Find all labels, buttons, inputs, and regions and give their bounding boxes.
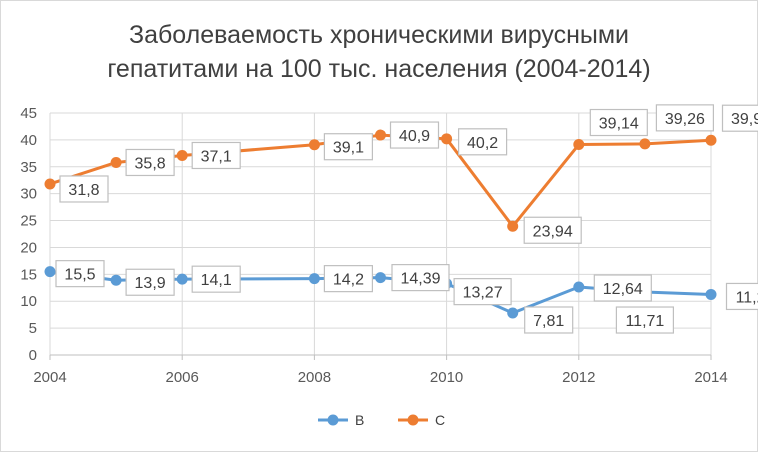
data-label-box-C-2004: [59, 175, 109, 203]
point-C-2004: [44, 178, 56, 190]
data-label-box-C-2010: [458, 128, 508, 156]
point-B-2014: [705, 288, 717, 300]
x-tick-label-2004: 2004: [33, 369, 66, 386]
legend-marker-C: [407, 414, 419, 426]
data-label-C-2008: 39,1: [333, 140, 364, 157]
chart-title: Заболеваемость хроническими вирусными ге…: [0, 18, 758, 86]
y-tick-label-10: 10: [20, 293, 37, 310]
axes: 0 5 10 15 20 25 30 35 40 45 2004 2006 2008 2010 2012 20…: [20, 105, 727, 386]
point-C-2008: [308, 139, 320, 151]
legend-label-C: C: [435, 412, 445, 428]
data-label-box-B-2009: [391, 264, 450, 292]
point-C-2012: [573, 139, 585, 151]
data-label-box-B-2006: [191, 265, 241, 293]
data-label-box-C-2006: [191, 141, 241, 170]
data-label-B-2004: 15,5: [64, 267, 95, 284]
data-label-box-B-2005: [125, 268, 175, 296]
y-tick-label-15: 15: [20, 266, 37, 283]
point-B-2009: [375, 272, 386, 284]
series-line-C: [48, 133, 713, 228]
data-label-C-2004: 31,8: [68, 182, 99, 199]
data-label-C-2014: 39,94: [731, 111, 758, 128]
point-B-2011: [507, 307, 519, 319]
x-tick-label-2014: 2014: [694, 369, 727, 386]
data-label-C-2009: 40,9: [399, 128, 430, 145]
data-label-box-C-2014: [721, 104, 758, 132]
point-C-2009: [375, 129, 386, 141]
chart-title-line-1: Заболеваемость хроническими вирусными: [128, 21, 629, 49]
data-label-B-2014: 11,26: [736, 289, 758, 306]
x-tick-label-2010: 2010: [430, 369, 463, 386]
point-B-2005: [110, 274, 122, 286]
data-label-C-2006: 37,1: [201, 148, 232, 165]
data-label-B-2013: 11,71: [625, 313, 664, 330]
point-B-2004: [44, 266, 56, 278]
point-C-2006: [176, 149, 188, 161]
y-tick-label-30: 30: [20, 186, 37, 203]
y-tick-label-20: 20: [20, 239, 37, 256]
data-label-box-C-2009: [389, 121, 440, 149]
y-tick-label-25: 25: [20, 213, 37, 230]
data-label-B-2009: 14,39: [400, 271, 440, 288]
data-label-box-C-2008: [323, 133, 373, 161]
data-label-box-B-2013: [615, 306, 675, 334]
y-tick-label-5: 5: [29, 320, 37, 337]
x-tick-label-2008: 2008: [298, 369, 331, 386]
point-B-2006: [176, 273, 188, 285]
legend-marker-B: [327, 414, 339, 426]
point-C-2013: [639, 138, 651, 150]
data-label-B-2005: 13,9: [135, 275, 166, 292]
point-C-2010: [441, 133, 453, 145]
data-label-C-2010: 40,2: [467, 135, 498, 152]
data-labels-layer: 15,5 13,9 14,1 14,2 14,39 13,27 7,81 12,64 11,71…: [55, 104, 758, 334]
data-label-C-2012: 39,14: [599, 116, 639, 133]
data-label-C-2005: 35,8: [135, 155, 166, 172]
data-label-B-2010: 13,27: [463, 285, 503, 302]
point-C-2011: [507, 220, 519, 232]
data-label-box-B-2012: [593, 274, 652, 302]
data-label-B-2012: 12,64: [603, 281, 643, 298]
data-label-box-C-2011: [523, 216, 582, 244]
data-label-B-2011: 7,81: [533, 313, 564, 330]
x-tick-label-2006: 2006: [166, 369, 199, 386]
y-tick-label-45: 45: [20, 105, 37, 122]
data-label-box-B-2011: [524, 306, 574, 334]
data-label-B-2006: 14,1: [201, 272, 232, 289]
y-tick-label-0: 0: [29, 347, 37, 364]
data-label-box-B-2008: [323, 265, 373, 293]
data-label-box-B-2010: [453, 278, 512, 306]
data-label-C-2013: 39,26: [665, 111, 705, 128]
point-C-2005: [110, 156, 122, 168]
data-label-box-C-2013: [655, 104, 715, 132]
data-label-box-C-2005: [125, 148, 175, 177]
data-label-C-2011: 23,94: [533, 223, 573, 240]
data-label-box-C-2012: [589, 108, 648, 137]
data-label-box-B-2014: [725, 282, 758, 311]
y-tick-label-35: 35: [20, 159, 37, 176]
chart-title-line-2: гепатитами на 100 тыс. населения (2004-2…: [107, 55, 651, 83]
y-tick-label-40: 40: [20, 132, 37, 149]
point-B-2012: [573, 281, 585, 293]
point-C-2014: [705, 134, 717, 146]
legend-label-B: B: [355, 412, 364, 428]
x-tick-label-2012: 2012: [562, 369, 595, 386]
data-label-B-2008: 14,2: [333, 272, 364, 289]
data-label-box-B-2004: [55, 260, 105, 288]
point-B-2008: [308, 273, 320, 285]
